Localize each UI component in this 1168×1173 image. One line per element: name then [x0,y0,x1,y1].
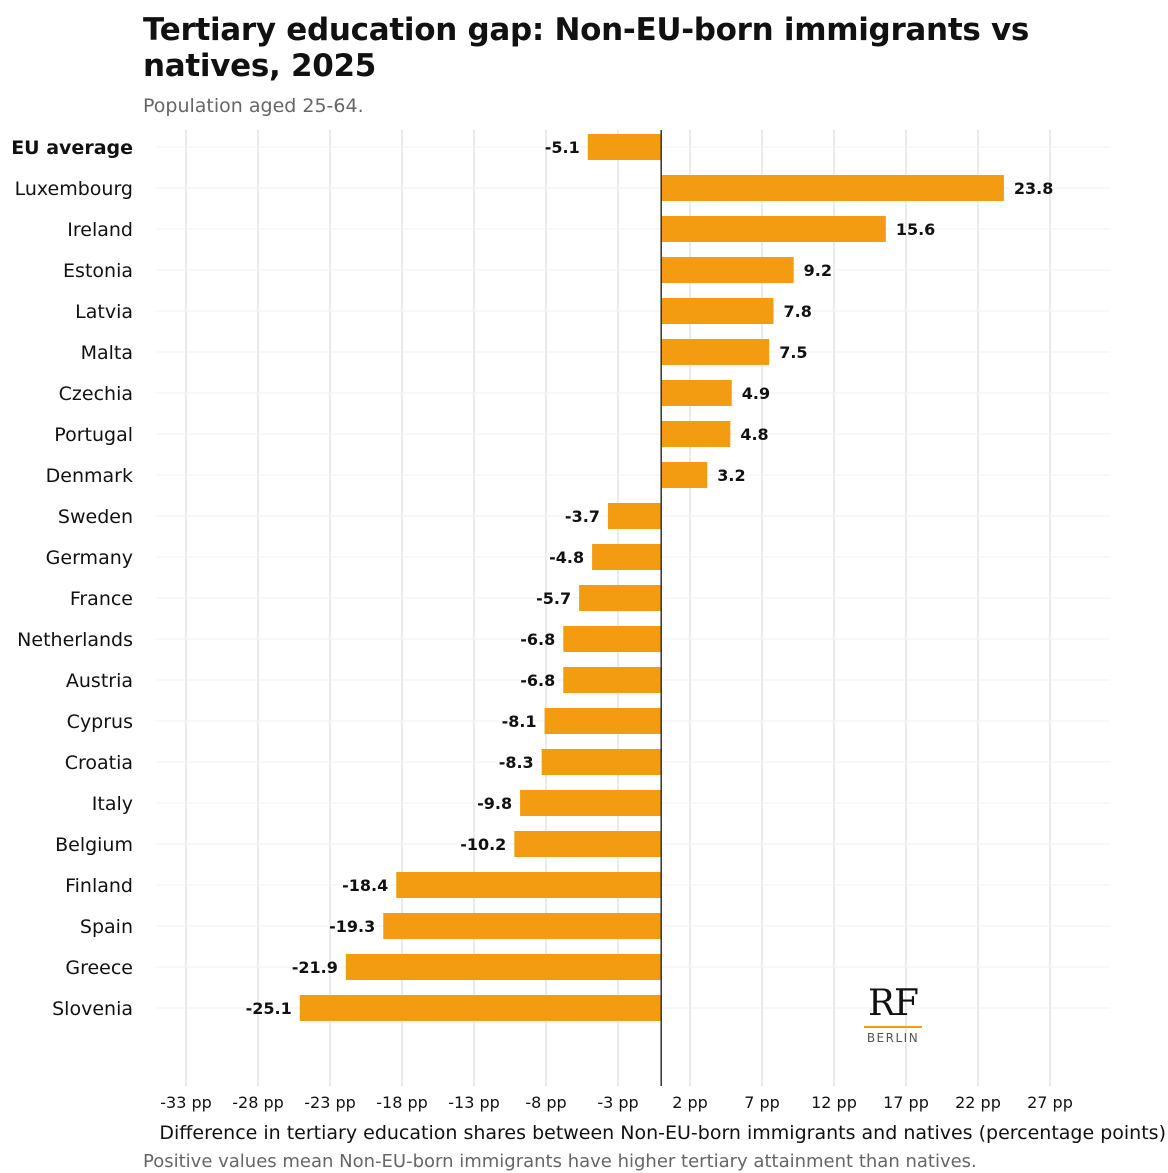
bar-value-label: -4.8 [549,548,584,567]
bar [383,913,662,939]
category-label: Portugal [54,424,133,446]
bar [579,585,662,611]
bar-value-label: -9.8 [477,794,512,813]
bar-value-label: 23.8 [1014,179,1053,198]
bar-value-label: -10.2 [460,835,506,854]
bar-value-label: -6.8 [520,630,555,649]
rf-berlin-logo: RF BERLIN [862,984,924,1048]
category-label: Belgium [55,834,133,856]
bar [661,339,770,365]
x-tick-label: -23 pp [304,1093,356,1112]
x-tick-label: 17 pp [883,1093,929,1112]
x-tick-label: 7 pp [744,1093,780,1112]
category-label: Malta [81,342,133,364]
chart-caption: Positive values mean Non-EU-born immigra… [143,1151,977,1172]
x-axis-label: Difference in tertiary education shares … [159,1122,1166,1144]
bar-value-label: -5.7 [536,589,571,608]
category-label: Latvia [75,301,133,323]
bar-value-label: -3.7 [565,507,600,526]
category-label: Croatia [65,752,133,774]
category-label: Ireland [67,219,133,241]
bar-value-label: 4.9 [742,384,770,403]
x-tick-label: -18 pp [376,1093,428,1112]
bar-value-label: -8.3 [499,753,534,772]
bar-value-label: 15.6 [896,220,935,239]
bar-value-label: -18.4 [342,876,388,895]
x-tick-label: -8 pp [525,1093,566,1112]
bar [587,134,662,160]
bar [661,421,731,447]
category-label: Spain [80,916,133,938]
category-label: Czechia [59,383,133,405]
bar-value-label: 9.2 [804,261,832,280]
category-label: Germany [46,547,133,569]
bar [345,954,662,980]
category-label: Sweden [58,506,133,528]
logo-rule [864,1026,922,1028]
bar [514,831,662,857]
bar [607,503,662,529]
bar [661,216,886,242]
bar-value-label: -6.8 [520,671,555,690]
bar-value-label: -19.3 [329,917,375,936]
category-label: Netherlands [17,629,133,651]
bar-value-label: 7.8 [784,302,812,321]
category-label: Estonia [63,260,133,282]
bar [661,380,732,406]
bar [661,298,774,324]
category-label: Finland [65,875,133,897]
category-label: Austria [66,670,133,692]
bar [396,872,662,898]
logo-mark: RF [867,983,919,1024]
bar-value-label: 7.5 [779,343,807,362]
category-label: Denmark [46,465,133,487]
x-tick-label: 12 pp [811,1093,857,1112]
bar [661,257,794,283]
bar [299,995,662,1021]
logo-subtext: BERLIN [866,1031,920,1045]
category-label: EU average [11,137,133,159]
bar [661,462,708,488]
bar [661,175,1004,201]
category-label: Slovenia [52,998,133,1020]
bar [520,790,662,816]
x-tick-label: -33 pp [160,1093,212,1112]
x-tick-label: -3 pp [597,1093,638,1112]
bar-value-label: 4.8 [740,425,768,444]
x-tick-label: 22 pp [955,1093,1001,1112]
x-tick-label: -28 pp [232,1093,284,1112]
x-tick-label: 2 pp [672,1093,708,1112]
category-label: France [70,588,133,610]
x-tick-label: 27 pp [1027,1093,1073,1112]
category-label: Italy [92,793,133,815]
bar [563,626,662,652]
bar-value-label: 3.2 [717,466,745,485]
chart-subtitle: Population aged 25-64. [143,95,364,117]
bar-value-label: -21.9 [292,958,338,977]
x-tick-label: -13 pp [448,1093,500,1112]
bar-value-label: -5.1 [545,138,580,157]
bar-value-label: -25.1 [246,999,292,1018]
bar [544,708,662,734]
chart-title: Tertiary education gap: Non-EU-born immi… [143,12,1030,84]
bar [563,667,662,693]
bar [541,749,662,775]
category-label: Cyprus [67,711,133,733]
bar [592,544,662,570]
bar-value-label: -8.1 [502,712,537,731]
category-label: Luxembourg [15,178,133,200]
category-label: Greece [65,957,133,979]
